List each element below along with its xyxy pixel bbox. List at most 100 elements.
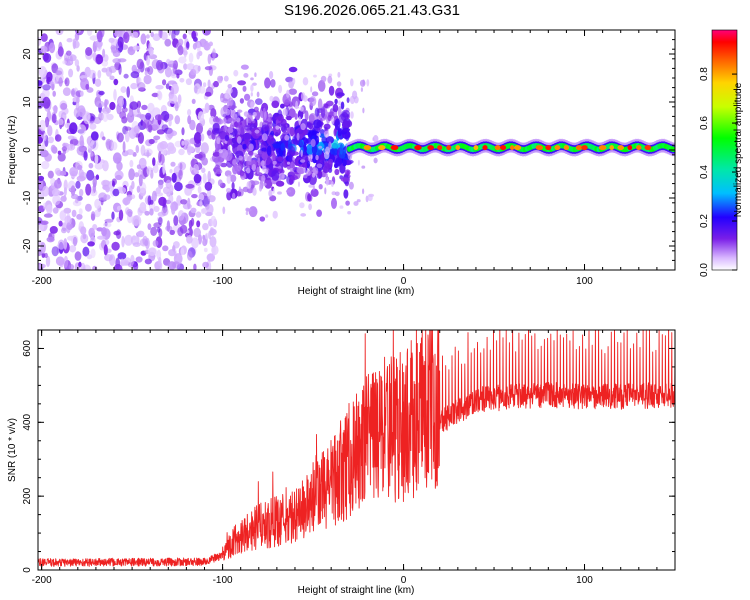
colorbar-tick-label: 0.4 xyxy=(699,165,710,179)
heat-cell xyxy=(42,88,50,99)
heat-cell xyxy=(129,101,139,110)
heat-cell xyxy=(153,205,160,213)
heat-cell xyxy=(60,102,68,110)
heat-cell xyxy=(206,130,212,136)
heat-cell xyxy=(147,195,152,206)
heat-cell xyxy=(132,215,142,227)
heat-cell xyxy=(98,192,107,201)
heat-cell xyxy=(275,116,284,121)
heat-cell xyxy=(116,132,124,143)
heat-cell xyxy=(186,63,195,71)
heat-cell xyxy=(289,126,295,137)
heat-cell xyxy=(193,173,202,184)
heat-cell xyxy=(331,197,337,209)
heat-cell xyxy=(196,41,201,54)
heat-cell xyxy=(455,145,461,151)
heat-cell xyxy=(118,97,125,107)
heat-cell xyxy=(53,105,58,114)
heat-cell xyxy=(215,168,223,175)
heat-cell xyxy=(161,207,169,216)
heat-cell xyxy=(331,181,334,187)
heat-cell xyxy=(66,50,72,56)
heat-cell xyxy=(135,256,143,263)
heat-cell xyxy=(63,238,68,250)
heat-cell xyxy=(106,140,112,151)
heat-cell xyxy=(367,194,373,202)
y-tick-label: 20 xyxy=(22,48,33,60)
heat-cell xyxy=(330,148,339,156)
heat-cell xyxy=(146,149,150,158)
heat-cell xyxy=(261,174,266,182)
heat-cell xyxy=(174,101,179,112)
heat-cell xyxy=(199,199,203,208)
heat-cell xyxy=(185,183,195,189)
heat-cell xyxy=(136,230,145,238)
heat-cell xyxy=(427,145,435,151)
heat-cell xyxy=(89,151,94,157)
heatmap-x-label: Height of straight line (km) xyxy=(298,286,415,297)
heat-cell xyxy=(120,259,129,266)
heat-cell xyxy=(186,146,195,153)
heat-cell xyxy=(76,145,86,156)
heat-cell xyxy=(158,181,164,190)
heat-cell xyxy=(240,64,249,70)
heat-cell xyxy=(64,77,70,87)
heat-cell xyxy=(116,205,122,211)
heat-cell xyxy=(159,141,168,150)
heat-cell xyxy=(242,85,247,92)
heat-cell xyxy=(162,245,169,252)
heat-cell xyxy=(118,64,122,75)
heat-cell xyxy=(192,64,200,74)
heat-cell xyxy=(97,69,102,79)
heat-cell xyxy=(38,136,42,144)
heat-cell xyxy=(87,114,91,122)
heat-cell xyxy=(171,204,176,215)
heat-cell xyxy=(217,77,223,84)
heat-cell xyxy=(75,180,81,189)
heat-cell xyxy=(209,236,217,248)
heat-cell xyxy=(85,183,92,196)
heat-cell xyxy=(109,75,115,81)
x-tick-label: 100 xyxy=(576,575,593,586)
heat-cell xyxy=(191,30,197,40)
heatmap-blobs xyxy=(38,30,675,270)
heat-cell xyxy=(182,50,189,56)
heat-cell xyxy=(168,249,176,257)
heat-cell xyxy=(154,114,164,121)
heat-cell xyxy=(49,226,58,234)
heat-cell xyxy=(244,93,251,101)
heat-cell xyxy=(299,202,305,209)
heat-cell xyxy=(237,80,247,86)
heat-cell xyxy=(171,172,177,183)
heat-cell xyxy=(148,138,155,145)
heat-cell xyxy=(197,186,202,194)
heat-cell xyxy=(57,46,64,57)
heat-cell xyxy=(117,252,127,260)
heat-cell xyxy=(269,95,274,102)
heat-cell xyxy=(254,98,263,105)
heat-cell xyxy=(41,252,46,258)
heat-cell xyxy=(168,30,172,36)
heat-cell xyxy=(162,162,166,175)
heat-cell xyxy=(109,101,116,111)
heat-cell xyxy=(270,79,276,88)
heat-cell xyxy=(250,92,253,97)
heat-cell xyxy=(361,165,366,169)
heat-cell xyxy=(324,151,330,160)
heat-cell xyxy=(104,218,114,223)
heat-cell xyxy=(132,152,137,157)
heat-cell xyxy=(177,210,185,221)
heat-cell xyxy=(147,223,152,231)
heat-cell xyxy=(190,207,197,214)
y-tick-label: 0 xyxy=(22,147,33,153)
heat-cell xyxy=(101,67,108,73)
heat-cell xyxy=(88,69,97,79)
heat-cell xyxy=(378,145,386,151)
y-tick-label: 600 xyxy=(22,340,33,357)
heat-cell xyxy=(173,215,179,226)
heat-cell xyxy=(73,40,80,49)
heat-cell xyxy=(193,163,200,174)
heat-cell xyxy=(40,45,48,53)
heat-cell xyxy=(323,103,329,109)
heat-cell xyxy=(96,30,103,43)
